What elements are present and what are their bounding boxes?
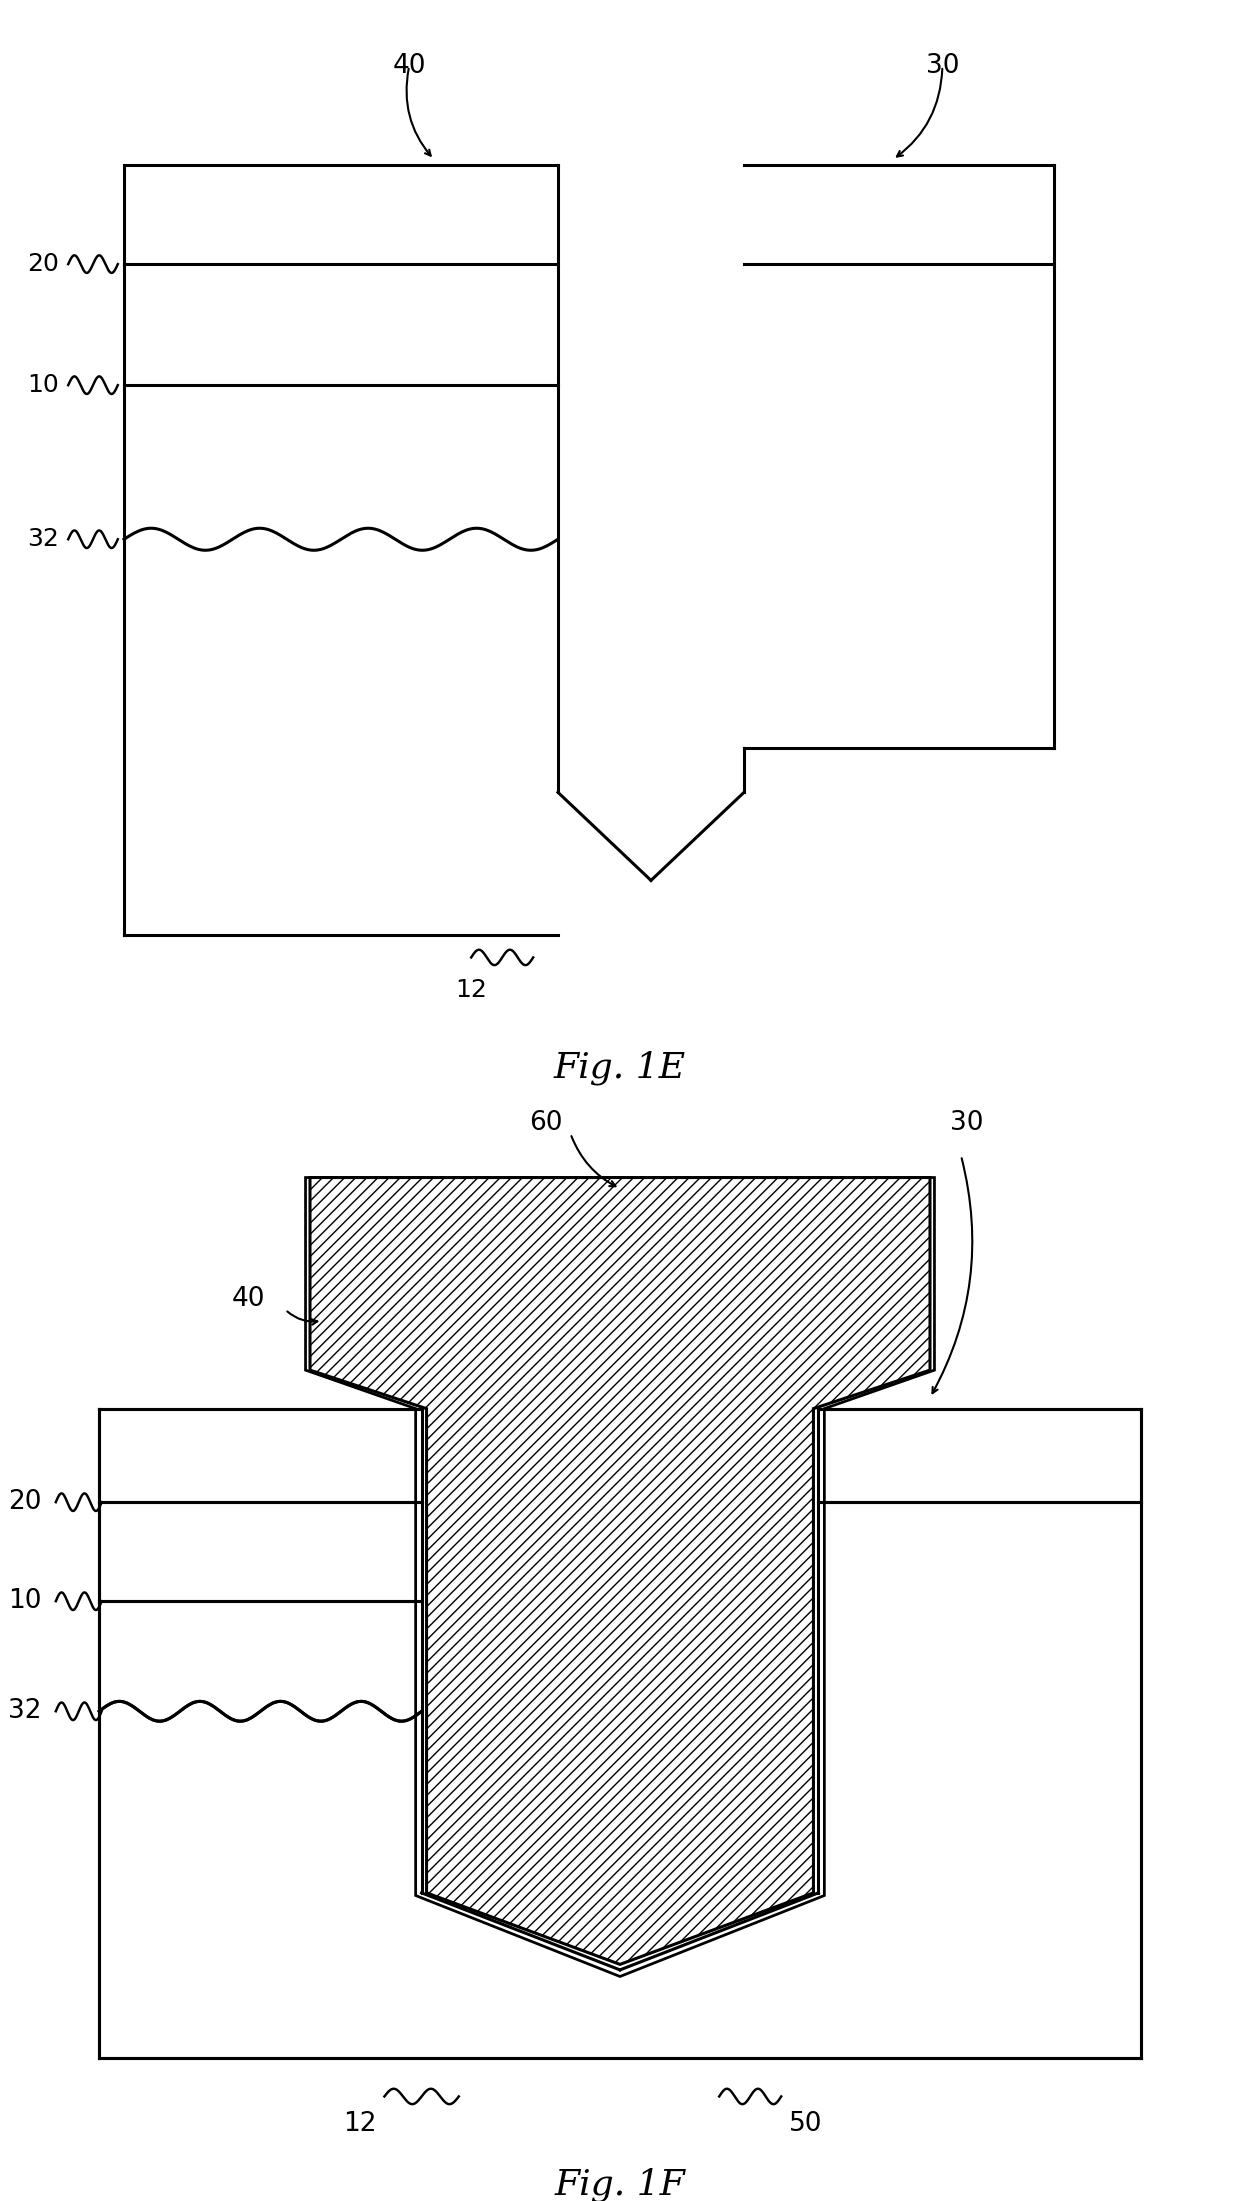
- Text: 12: 12: [342, 2111, 377, 2137]
- Text: Fig. 1F: Fig. 1F: [554, 2168, 686, 2201]
- Text: Fig. 1E: Fig. 1E: [554, 1050, 686, 1085]
- Text: 12: 12: [455, 979, 487, 1001]
- Text: 50: 50: [789, 2111, 823, 2137]
- Text: 10: 10: [27, 374, 60, 396]
- Text: 20: 20: [27, 253, 60, 275]
- Text: 40: 40: [392, 53, 427, 79]
- Text: 10: 10: [7, 1589, 42, 1613]
- Polygon shape: [310, 1178, 930, 1963]
- Text: 40: 40: [231, 1285, 265, 1312]
- Text: 32: 32: [7, 1699, 42, 1723]
- Text: 30: 30: [950, 1109, 985, 1136]
- Text: 60: 60: [528, 1109, 563, 1136]
- Text: 20: 20: [7, 1490, 42, 1514]
- Text: 30: 30: [925, 53, 960, 79]
- Text: 32: 32: [27, 528, 60, 550]
